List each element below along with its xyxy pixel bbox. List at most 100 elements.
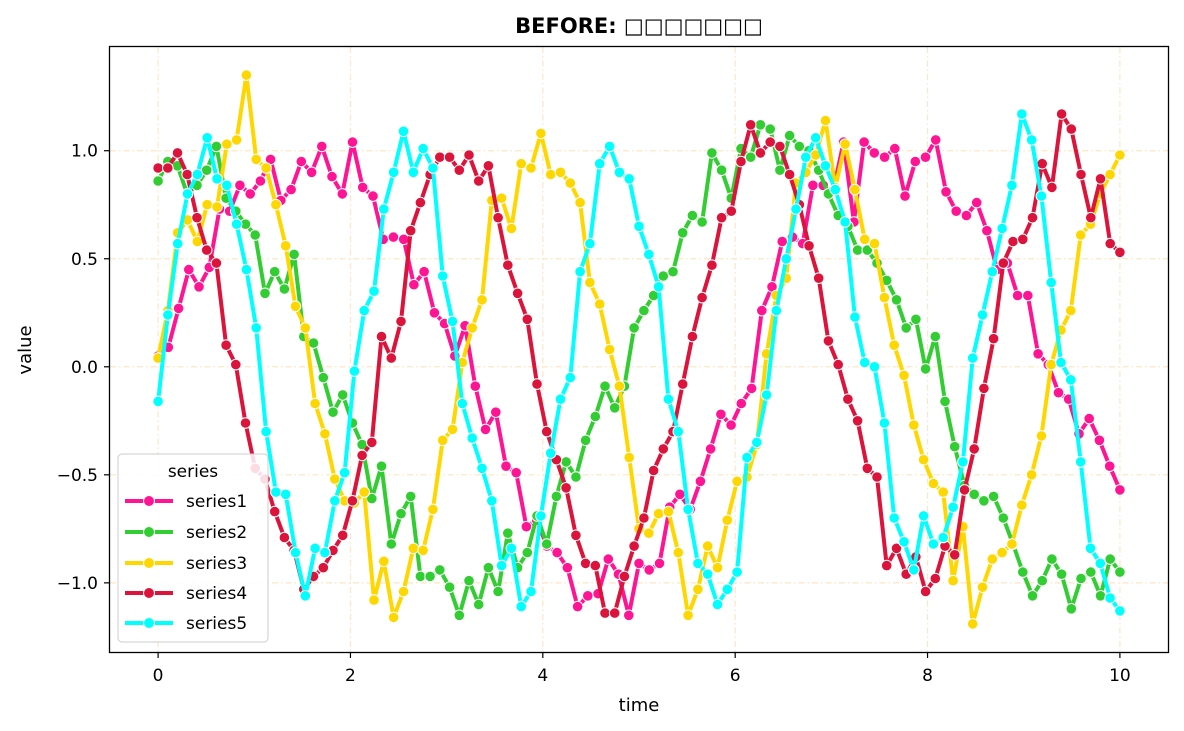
data-point [1036,157,1048,170]
data-point [319,428,331,440]
data-point [829,183,842,196]
data-point [1114,484,1126,496]
data-point [1022,289,1034,302]
data-point [858,136,870,148]
data-point [466,432,479,444]
data-point [744,119,757,131]
legend-entry-series1[interactable]: series1 [125,492,247,512]
data-point [812,272,825,285]
data-point [947,501,959,514]
data-point [220,339,232,352]
legend-entry-series4[interactable]: series4 [125,584,247,604]
data-point [937,531,950,544]
data-point [996,222,1008,235]
data-point [1055,108,1068,120]
data-point [643,527,655,540]
data-point [230,358,242,371]
data-point [427,162,439,174]
data-point [948,549,961,561]
data-point [1055,356,1067,369]
legend-entry-series3[interactable]: series3 [125,554,247,574]
data-point [436,270,449,282]
data-point [436,434,449,447]
data-point [986,553,999,565]
data-point [1114,566,1126,578]
data-point [336,188,349,200]
data-point [356,449,368,462]
data-point [424,570,436,583]
data-point [366,436,378,449]
data-point [554,166,567,179]
data-point [1045,276,1057,289]
legend-label: series2 [186,523,247,543]
data-point [550,490,563,503]
data-point [653,557,666,570]
data-point [878,151,891,163]
data-point [521,546,534,559]
data-point [1075,572,1087,585]
data-point [603,343,616,356]
data-point [570,471,582,483]
data-point [230,134,243,146]
data-point [571,600,584,613]
data-point [338,466,351,479]
x-tick-label: 0 [153,666,164,686]
data-point [1032,348,1044,360]
data-point [414,570,427,583]
data-point [317,371,330,384]
legend-marker [143,526,155,538]
data-point [1046,553,1058,565]
legend-entry-series5[interactable]: series5 [125,614,247,634]
data-point [387,611,400,624]
data-point [652,281,665,293]
data-point [239,417,252,429]
y-tick-label: 0.0 [71,358,98,378]
data-point [986,265,999,278]
data-point [1016,108,1028,120]
data-point [152,395,164,408]
data-point [375,460,388,473]
data-point [861,462,874,475]
data-point [288,248,300,261]
data-point [201,132,213,144]
data-point [1011,289,1024,302]
data-point [868,237,881,250]
data-point [564,371,577,384]
data-point [819,160,832,172]
data-point [919,363,932,375]
data-point [1093,434,1106,447]
data-point [1006,179,1018,192]
legend-label: series3 [186,554,247,574]
data-point [463,574,475,587]
data-point [1045,358,1057,371]
data-point [466,322,479,334]
data-point [408,278,420,291]
data-point [279,488,292,501]
data-point [987,332,1000,345]
data-point [613,380,626,393]
data-point [704,443,717,455]
data-point [368,285,380,298]
data-point [446,315,459,328]
legend-entry-series2[interactable]: series2 [125,523,247,543]
data-point [560,482,572,494]
data-point [579,557,592,570]
data-point [760,389,773,401]
data-point [721,514,734,527]
data-point [613,166,626,179]
data-point [1055,568,1068,581]
data-point [908,419,920,431]
legend-marker [143,587,155,599]
data-point [152,162,164,174]
data-point [1036,574,1048,587]
data-point [861,244,874,256]
data-point [395,315,407,328]
data-point [633,220,645,233]
data-point [803,240,815,252]
data-point [970,196,983,209]
data-point [618,570,631,583]
data-point [234,179,246,192]
data-point [910,313,922,326]
data-point [535,510,547,522]
data-point [593,298,606,310]
